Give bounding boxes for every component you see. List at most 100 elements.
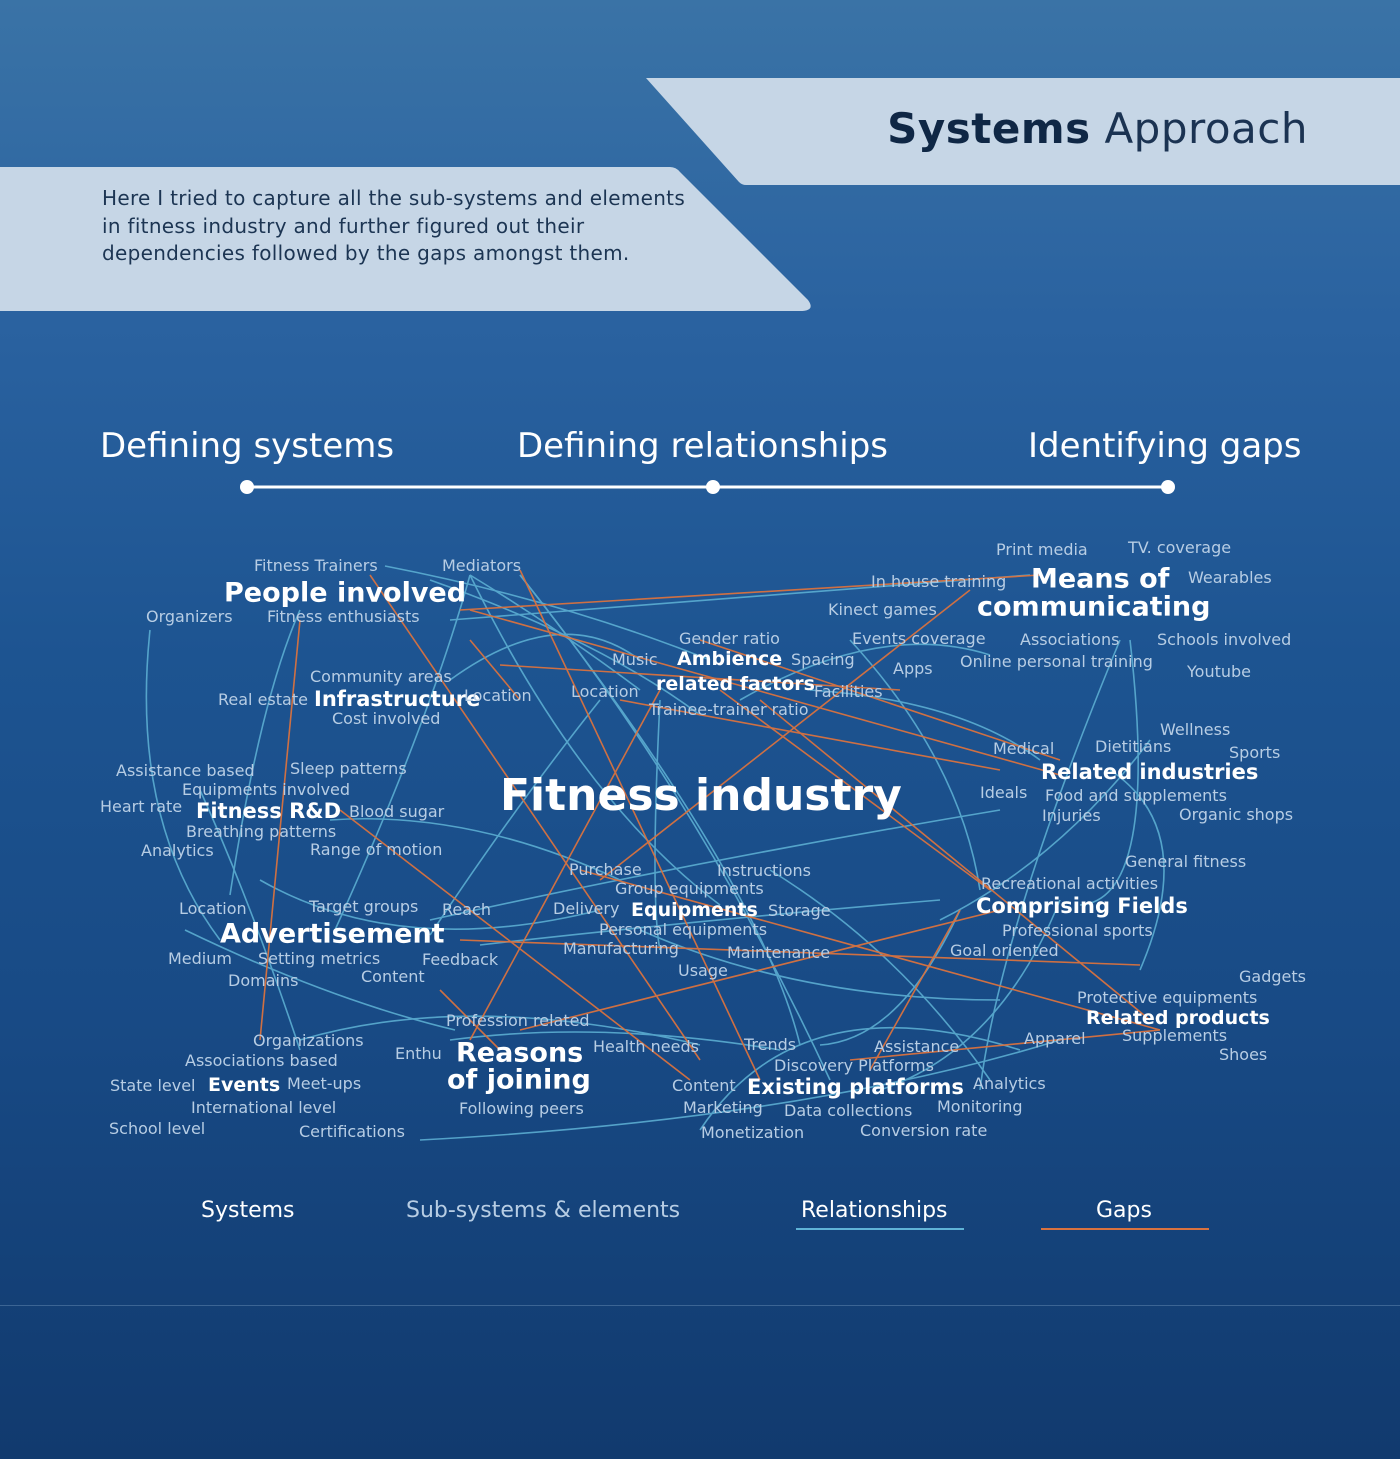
system-existing-platforms: Existing platforms: [747, 1075, 964, 1099]
element-dietitians: Dietitians: [1095, 737, 1172, 756]
element-content-platforms: Content: [672, 1076, 736, 1095]
page-title: Systems Approach: [887, 104, 1308, 153]
element-assistance-based: Assistance based: [116, 761, 255, 780]
element-enthu: Enthu: [395, 1044, 442, 1063]
element-state-level: State level: [110, 1076, 196, 1095]
element-usage: Usage: [678, 961, 728, 980]
element-wearables: Wearables: [1188, 568, 1272, 587]
element-associations-based: Associations based: [185, 1051, 338, 1070]
element-wellness: Wellness: [1160, 720, 1231, 739]
timeline-dot-1: [240, 480, 254, 494]
element-food-and-supplements: Food and supplements: [1045, 786, 1227, 805]
element-delivery: Delivery: [553, 899, 620, 918]
element-facilities: Facilities: [814, 682, 883, 701]
system-reasons-line2: of joining: [447, 1064, 591, 1096]
element-target-groups: Target groups: [309, 897, 419, 916]
element-events-coverage: Events coverage: [852, 629, 986, 648]
page-title-light: Approach: [1104, 104, 1308, 153]
legend-sub-systems: Sub-systems & elements: [406, 1198, 681, 1223]
element-print-media: Print media: [996, 540, 1088, 559]
system-people-involved: People involved: [224, 577, 467, 609]
element-certifications: Certifications: [299, 1122, 405, 1141]
element-supplements: Supplements: [1122, 1026, 1228, 1045]
system-related-industries: Related industries: [1041, 760, 1259, 784]
element-group-equipments: Group equipments: [615, 879, 764, 898]
system-related-products: Related products: [1086, 1007, 1270, 1029]
element-apparel: Apparel: [1024, 1029, 1086, 1048]
intro-banner-shape: [0, 167, 811, 311]
system-comprising-fields: Comprising Fields: [976, 894, 1188, 918]
element-manufacturing: Manufacturing: [563, 939, 679, 958]
element-shoes: Shoes: [1219, 1045, 1268, 1064]
element-online-personal-training: Online personal training: [960, 652, 1153, 671]
element-assistance: Assistance: [874, 1037, 960, 1056]
element-meet-ups: Meet-ups: [287, 1074, 362, 1093]
element-fitness-trainers: Fitness Trainers: [254, 556, 378, 575]
legend-relationships: Relationships: [801, 1198, 948, 1223]
legend-gaps-swatch: [1041, 1228, 1209, 1230]
element-content-adv: Content: [361, 967, 425, 986]
system-equipments: Equipments: [631, 899, 758, 921]
system-infrastructure: Infrastructure: [314, 687, 481, 711]
element-gadgets: Gadgets: [1239, 967, 1306, 986]
element-health-needs: Health needs: [593, 1037, 699, 1056]
element-fitness-enthusiasts: Fitness enthusiasts: [267, 607, 420, 626]
title-banner-shape: [646, 78, 1400, 185]
legend-gaps: Gaps: [1096, 1198, 1152, 1223]
footer-divider: [0, 1305, 1400, 1306]
timeline-dot-2: [706, 480, 720, 494]
element-gender-ratio: Gender ratio: [679, 629, 780, 648]
element-youtube: Youtube: [1187, 662, 1251, 681]
element-equipments-involved: Equipments involved: [182, 780, 351, 799]
element-real-estate: Real estate: [218, 690, 308, 709]
element-maintenance: Maintenance: [727, 943, 831, 962]
element-location-ambience: Location: [571, 682, 639, 701]
element-mediators: Mediators: [442, 556, 522, 575]
element-personal-equipments: Personal equipments: [599, 920, 768, 939]
element-medium: Medium: [168, 949, 232, 968]
step-defining-relationships: Defining relationships: [517, 426, 889, 466]
element-goal-oriented: Goal oriented: [950, 941, 1059, 960]
element-injuries: Injuries: [1042, 806, 1101, 825]
element-trends: Trends: [744, 1035, 797, 1054]
gap-lines: [259, 569, 1161, 1081]
element-recreational-activities: Recreational activities: [981, 874, 1159, 893]
element-breathing-patterns: Breathing patterns: [186, 822, 337, 841]
element-heart-rate: Heart rate: [100, 797, 183, 816]
element-instructions: Instructions: [717, 861, 811, 880]
element-reach: Reach: [442, 900, 491, 919]
element-setting-metrics: Setting metrics: [258, 949, 381, 968]
element-school-level: School level: [109, 1119, 206, 1138]
element-analytics-rnd: Analytics: [141, 841, 214, 860]
timeline-dot-3: [1161, 480, 1175, 494]
legend-systems: Systems: [201, 1198, 295, 1223]
element-professional-sports: Professional sports: [1002, 921, 1153, 940]
system-ambience-line1: Ambience: [677, 648, 783, 670]
system-events: Events: [208, 1074, 281, 1096]
element-organic-shops: Organic shops: [1179, 805, 1294, 824]
element-music: Music: [612, 650, 658, 669]
process-timeline: [240, 480, 1175, 494]
element-profession-related: Profession related: [446, 1011, 590, 1030]
element-conversion-rate: Conversion rate: [860, 1121, 988, 1140]
step-defining-systems: Defining systems: [100, 426, 395, 466]
element-cost-involved: Cost involved: [332, 709, 441, 728]
system-ambience-line2: related factors: [656, 673, 815, 695]
title-banner: Systems Approach: [646, 78, 1400, 185]
element-following-peers: Following peers: [459, 1099, 584, 1118]
element-schools-involved: Schools involved: [1157, 630, 1292, 649]
element-feedback: Feedback: [422, 950, 499, 969]
element-tv-coverage: TV. coverage: [1128, 538, 1232, 557]
legend-relationships-swatch: [796, 1228, 964, 1230]
element-discovery-platforms: Discovery Platforms: [774, 1056, 934, 1075]
step-identifying-gaps: Identifying gaps: [1028, 426, 1302, 466]
element-purchase: Purchase: [569, 860, 642, 879]
system-advertisement: Advertisement: [220, 918, 445, 950]
intro-banner: Here I tried to capture all the sub-syst…: [0, 167, 814, 311]
element-organizers: Organizers: [146, 607, 233, 626]
element-location-adv: Location: [179, 899, 247, 918]
element-sports: Sports: [1229, 743, 1281, 762]
element-community-areas: Community areas: [310, 667, 452, 686]
element-spacing: Spacing: [791, 650, 855, 669]
element-associations: Associations: [1020, 630, 1120, 649]
